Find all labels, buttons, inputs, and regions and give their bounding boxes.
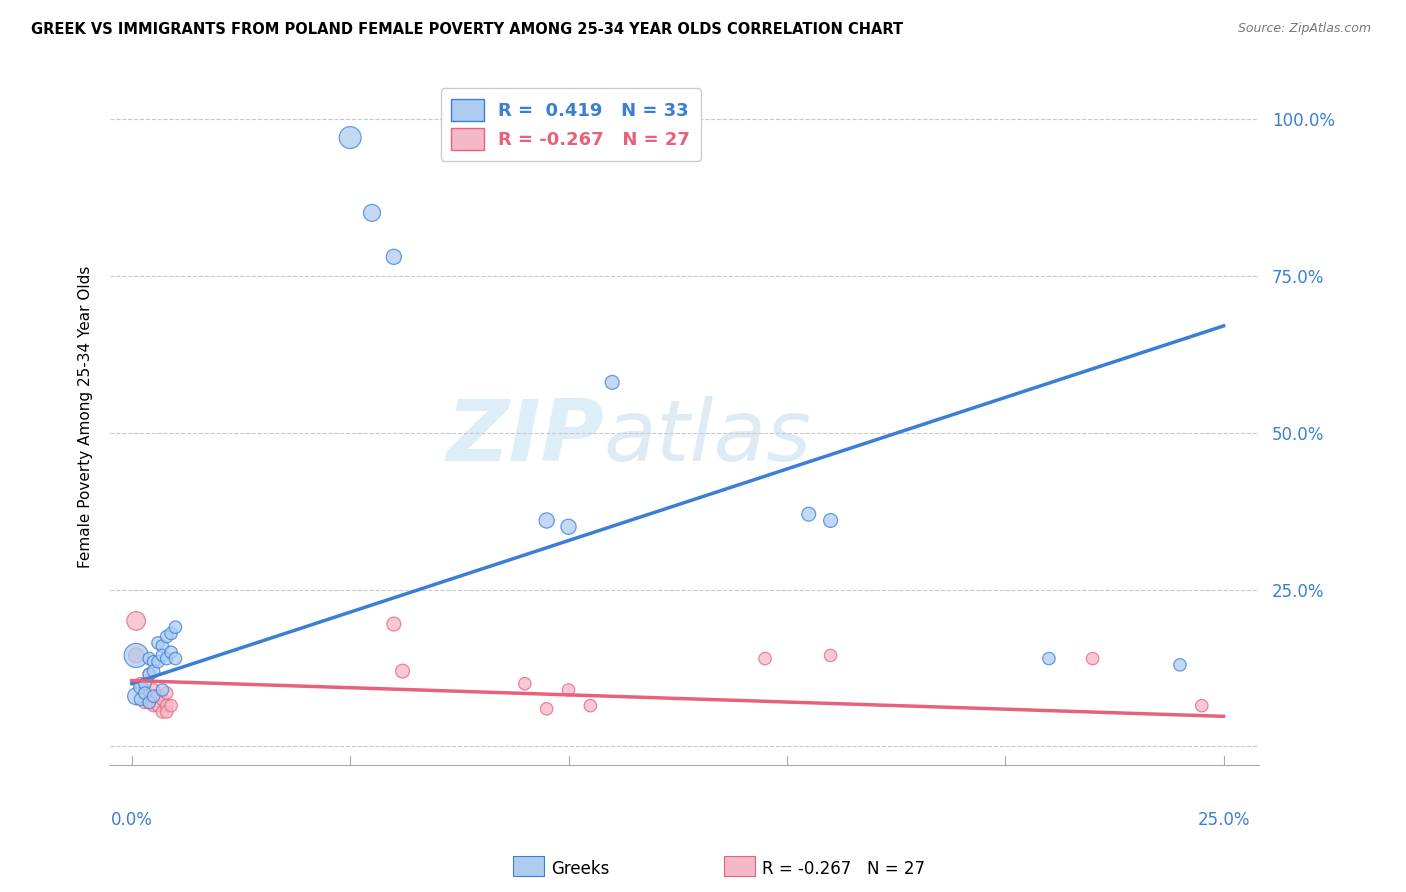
- Point: [156, 686, 179, 700]
- Point: [557, 520, 579, 534]
- Point: [150, 639, 173, 653]
- Point: [579, 698, 602, 713]
- Point: [138, 651, 160, 665]
- Point: [146, 698, 169, 713]
- Point: [125, 614, 148, 628]
- Point: [138, 667, 160, 681]
- Point: [138, 696, 160, 710]
- Point: [160, 645, 183, 659]
- Point: [536, 702, 558, 716]
- Point: [125, 648, 148, 663]
- Point: [600, 376, 623, 390]
- Point: [1081, 651, 1104, 665]
- Point: [339, 130, 361, 145]
- Point: [536, 514, 558, 528]
- Point: [382, 617, 405, 632]
- Point: [138, 696, 160, 710]
- Text: Greeks: Greeks: [551, 860, 610, 878]
- Y-axis label: Female Poverty Among 25-34 Year Olds: Female Poverty Among 25-34 Year Olds: [79, 266, 93, 568]
- Point: [160, 626, 183, 640]
- Point: [146, 690, 169, 704]
- Point: [361, 206, 384, 220]
- Point: [146, 636, 169, 650]
- Point: [820, 514, 842, 528]
- Point: [1038, 651, 1060, 665]
- Point: [134, 676, 156, 690]
- Point: [146, 655, 169, 669]
- Legend: R =  0.419   N = 33, R = -0.267   N = 27: R = 0.419 N = 33, R = -0.267 N = 27: [440, 88, 702, 161]
- Point: [382, 250, 405, 264]
- Point: [142, 664, 165, 678]
- Point: [150, 705, 173, 719]
- Point: [391, 664, 413, 678]
- Point: [160, 698, 183, 713]
- Point: [156, 705, 179, 719]
- Point: [797, 507, 820, 521]
- Point: [125, 648, 148, 663]
- Point: [1168, 657, 1191, 672]
- Point: [557, 683, 579, 698]
- Text: 0.0%: 0.0%: [111, 811, 153, 829]
- Point: [142, 683, 165, 698]
- Point: [125, 690, 148, 704]
- Point: [142, 698, 165, 713]
- Point: [156, 698, 179, 713]
- Point: [513, 676, 536, 690]
- Point: [138, 667, 160, 681]
- Point: [129, 692, 152, 706]
- Point: [165, 620, 187, 634]
- Point: [142, 690, 165, 704]
- Point: [150, 692, 173, 706]
- Point: [134, 683, 156, 698]
- Text: R = -0.267   N = 27: R = -0.267 N = 27: [762, 860, 925, 878]
- Text: GREEK VS IMMIGRANTS FROM POLAND FEMALE POVERTY AMONG 25-34 YEAR OLDS CORRELATION: GREEK VS IMMIGRANTS FROM POLAND FEMALE P…: [31, 22, 903, 37]
- Text: 25.0%: 25.0%: [1198, 811, 1250, 829]
- Text: ZIP: ZIP: [446, 396, 603, 479]
- Point: [820, 648, 842, 663]
- Point: [134, 686, 156, 700]
- Point: [156, 651, 179, 665]
- Text: atlas: atlas: [603, 396, 811, 479]
- Point: [142, 655, 165, 669]
- Point: [129, 680, 152, 694]
- Point: [156, 630, 179, 644]
- Point: [165, 651, 187, 665]
- Point: [150, 648, 173, 663]
- Point: [754, 651, 776, 665]
- Text: Source: ZipAtlas.com: Source: ZipAtlas.com: [1237, 22, 1371, 36]
- Point: [129, 676, 152, 690]
- Point: [134, 696, 156, 710]
- Point: [1191, 698, 1213, 713]
- Point: [150, 683, 173, 698]
